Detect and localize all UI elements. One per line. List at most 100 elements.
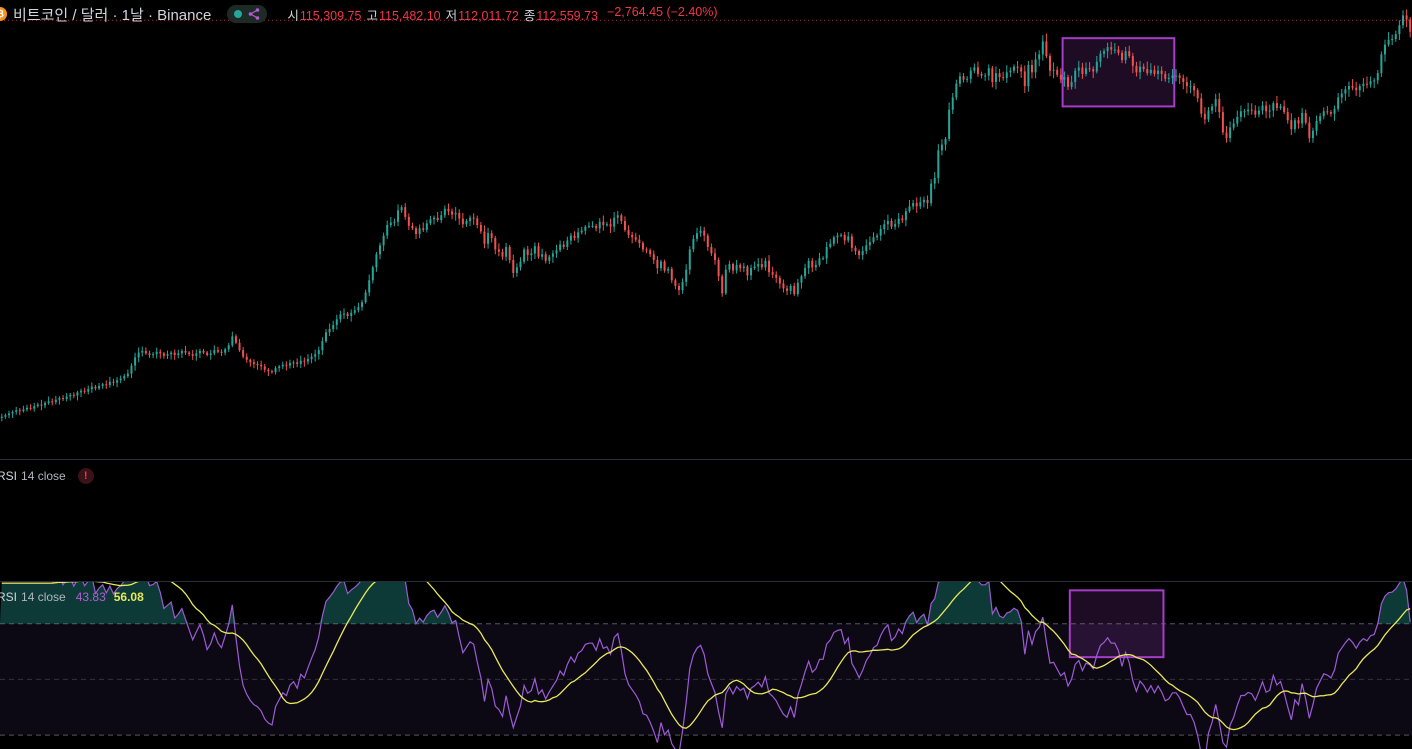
candle-body (695, 233, 698, 239)
candle (962, 73, 965, 83)
candle-body (310, 356, 313, 360)
candle-body (1027, 64, 1030, 87)
share-icon[interactable] (248, 8, 260, 20)
candle (598, 218, 601, 234)
candle-body (1041, 41, 1044, 55)
candle (1272, 101, 1275, 117)
candle (1074, 68, 1077, 89)
candle (1358, 83, 1361, 98)
candle-body (15, 410, 18, 412)
candle (429, 215, 432, 226)
candle (382, 232, 385, 252)
candle (1383, 39, 1386, 62)
candle (1218, 92, 1221, 118)
candle (656, 255, 659, 274)
candle-body (786, 288, 789, 291)
candle-body (123, 376, 126, 379)
candle (483, 225, 486, 249)
candle-body (1373, 80, 1376, 82)
candle-body (281, 364, 284, 367)
rsi-pane[interactable] (0, 582, 1412, 749)
candle (526, 246, 529, 261)
candle-body (966, 78, 969, 80)
candle-body (292, 362, 295, 364)
rsi-name: RSI (0, 590, 18, 604)
candle-body (1290, 120, 1293, 130)
symbol-title[interactable]: 비트코인 / 달러 · 1날 · Binance (13, 6, 212, 24)
candle-body (65, 396, 68, 399)
candle (508, 244, 511, 264)
candle-body (987, 68, 990, 76)
candle-body (958, 76, 961, 84)
rsi-chart[interactable] (0, 582, 1412, 749)
candle (786, 285, 789, 296)
candle (1225, 126, 1228, 143)
candle (559, 240, 562, 253)
candle (1250, 103, 1253, 115)
candle-body (714, 253, 717, 260)
candle (876, 233, 879, 241)
candle (58, 396, 61, 405)
candle (515, 263, 518, 277)
candle-body (1207, 110, 1210, 120)
candle-body (1153, 69, 1156, 74)
candle-body (544, 254, 547, 261)
candle-body (566, 240, 569, 247)
candle (739, 263, 742, 272)
candle (238, 338, 241, 352)
candle (76, 390, 79, 401)
candle (191, 349, 194, 360)
candle (663, 259, 666, 273)
candle (883, 219, 886, 235)
candle-body (519, 261, 522, 268)
candle-body (184, 350, 187, 353)
candle-body (904, 211, 907, 221)
candle-body (1286, 112, 1289, 121)
candle-body (1193, 86, 1196, 91)
pane-divider[interactable] (0, 581, 1412, 582)
candle (433, 215, 436, 225)
candle (742, 262, 745, 273)
candle (969, 67, 972, 84)
candle (1351, 79, 1354, 91)
candle-body (1225, 132, 1228, 139)
candle-body (335, 319, 338, 325)
candle-body (829, 243, 832, 247)
rsi-legend-2[interactable]: RSI 14 close 43.83 56.08 (0, 590, 144, 604)
candle (861, 246, 864, 260)
pane-divider[interactable] (0, 459, 1412, 460)
candle (757, 258, 760, 272)
candle (548, 254, 551, 264)
candle-body (1178, 75, 1181, 78)
market-status-pill[interactable] (227, 5, 268, 23)
candle-body (364, 292, 367, 303)
candle-body (818, 258, 821, 265)
candle-body (101, 384, 104, 386)
rsi-pane-empty[interactable] (0, 460, 1412, 581)
warning-icon[interactable]: ! (77, 468, 94, 484)
candle (389, 216, 392, 228)
candle-body (800, 276, 803, 283)
candle (1182, 74, 1185, 90)
rsi-name: RSI (0, 469, 18, 483)
candle (1121, 50, 1124, 64)
candle-body (152, 354, 155, 356)
candle-body (1362, 83, 1365, 87)
candlestick-chart[interactable] (0, 0, 1412, 459)
candle-body (591, 225, 594, 227)
candle-body (191, 354, 194, 356)
candle-body (162, 353, 165, 356)
candle (195, 349, 198, 361)
price-chart[interactable] (0, 0, 1412, 459)
candle-body (789, 285, 792, 291)
rsi-legend-1[interactable]: RSI 14 close ! (0, 468, 94, 484)
candle-body (1160, 70, 1163, 74)
candle-body (598, 221, 601, 229)
candle-body (994, 73, 997, 83)
candle (51, 398, 54, 406)
candle-body (1344, 89, 1347, 94)
candle-body (1142, 66, 1145, 70)
candle-body (771, 272, 774, 275)
candle-body (371, 267, 374, 281)
candle-body (706, 235, 709, 247)
